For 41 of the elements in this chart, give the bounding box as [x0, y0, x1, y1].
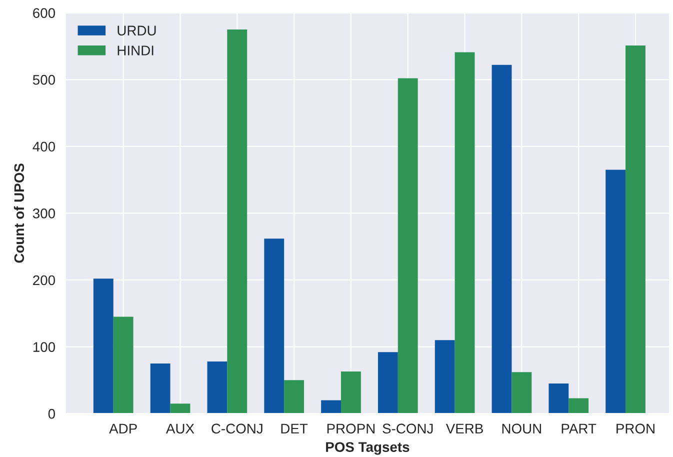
- bar: [227, 29, 248, 414]
- y-tick-label: 300: [32, 208, 56, 218]
- bar: [207, 361, 228, 414]
- bar: [606, 170, 626, 414]
- bar: [398, 78, 418, 414]
- x-tick-label: S-CONJ: [382, 424, 433, 434]
- bar: [548, 384, 569, 414]
- bar: [113, 316, 134, 414]
- bar: [93, 278, 114, 414]
- bar: [434, 340, 455, 414]
- bar: [264, 238, 284, 414]
- y-tick-label: 600: [33, 8, 56, 18]
- bar: [170, 404, 190, 414]
- bar: [150, 363, 170, 414]
- x-tick-label: ADP: [109, 424, 137, 434]
- bar: [321, 400, 341, 414]
- x-tick-label: PART: [562, 424, 596, 434]
- bar: [492, 64, 512, 414]
- y-tick-label: 0: [48, 408, 56, 419]
- bar: [626, 46, 646, 414]
- bar: [512, 372, 532, 414]
- y-tick-label: 400: [32, 142, 56, 152]
- x-tick-label: NOUN: [502, 424, 541, 434]
- x-tick-label: DET: [281, 424, 308, 434]
- y-tick-label: 100: [33, 342, 56, 352]
- x-tick-label: VERB: [446, 424, 483, 434]
- x-tick-label: PRON: [616, 424, 654, 434]
- bar: [378, 352, 398, 414]
- y-tick-label: 200: [33, 275, 56, 286]
- x-tick-label: AUX: [166, 424, 194, 434]
- y-tick-label: 500: [32, 74, 56, 85]
- bar: [284, 380, 304, 414]
- x-axis-title: POS Tagsets: [326, 442, 410, 455]
- x-tick-label: PROPN: [327, 424, 375, 434]
- bar: [340, 372, 361, 414]
- bar: [568, 398, 589, 414]
- bar: [454, 52, 475, 414]
- x-tick-label: C-CONJ: [212, 424, 262, 434]
- legend-label: HINDI: [118, 46, 154, 56]
- legend-label: URDU: [118, 26, 156, 36]
- y-axis-title: Count of UPOS: [14, 164, 24, 263]
